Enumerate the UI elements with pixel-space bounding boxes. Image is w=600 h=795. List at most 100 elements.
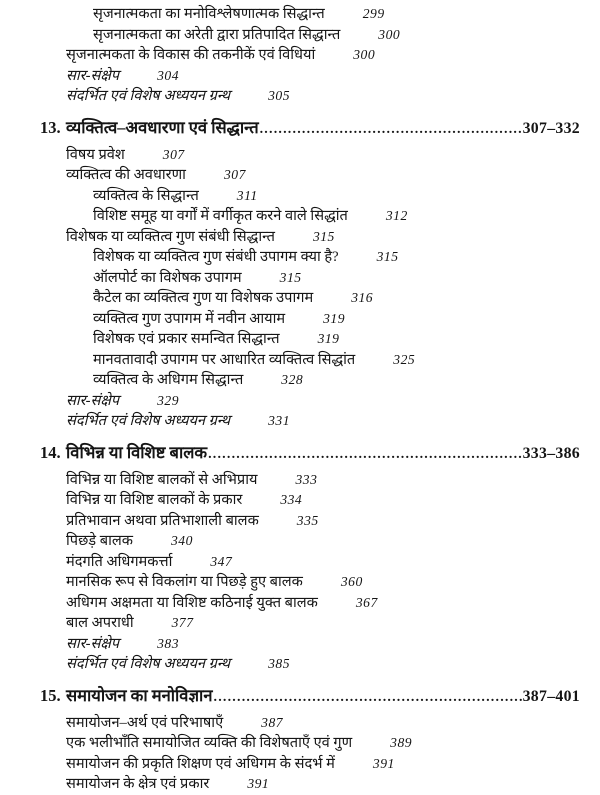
entry-title: विभिन्न या विशिष्ट बालकों के प्रकार xyxy=(66,492,243,508)
entry-title: व्यक्तित्व के अधिगम सिद्धान्त xyxy=(93,372,244,388)
toc-entry: सृजनात्मकता का मनोविश्लेषणात्मक सिद्धान्… xyxy=(40,4,580,25)
entry-page-number: 391 xyxy=(372,755,395,771)
dot-leader xyxy=(214,686,522,710)
entry-page-number: 331 xyxy=(268,413,291,428)
entry-page-number: 312 xyxy=(385,208,408,223)
toc-entry: मानसिक रूप से विकलांग या पिछड़े हुए बालक… xyxy=(40,572,580,593)
toc-entry: पिछड़े बालक 340 xyxy=(40,531,580,552)
entry-page-number: 389 xyxy=(390,735,413,750)
entry-title: विषय प्रवेश xyxy=(66,146,125,163)
entry-page-number: 387 xyxy=(261,714,284,730)
entry-title: संदर्भित एवं विशेष अध्ययन ग्रन्थ xyxy=(66,413,231,429)
entry-title: व्यक्तित्व के सिद्धान्त xyxy=(93,187,199,204)
toc-entry: विशिष्ट समूह या वर्गों में वर्गीकृत करने… xyxy=(40,206,580,227)
chapter-number: 13. xyxy=(40,117,61,137)
entry-page-number: 328 xyxy=(281,372,304,387)
toc-entry: समायोजन के क्षेत्र एवं प्रकार 391 xyxy=(40,774,580,795)
entry-page-number: 334 xyxy=(280,492,303,507)
toc-entry: अधिगम अक्षमता या विशिष्ट कठिनाई युक्त बा… xyxy=(40,593,580,614)
entry-page-number: 347 xyxy=(210,553,233,569)
entry-title: सार-संक्षेप xyxy=(66,392,120,409)
toc-entry: प्रतिभावान अथवा प्रतिभाशाली बालक 335 xyxy=(40,511,580,532)
entry-title: समायोजन के क्षेत्र एवं प्रकार xyxy=(66,776,210,792)
entry-page-number: 300 xyxy=(353,47,376,62)
entry-title: ऑलपोर्ट का विशेषक उपागम xyxy=(93,269,242,286)
toc-entry: सार-संक्षेप 304 xyxy=(40,66,580,87)
toc-entry: संदर्भित एवं विशेष अध्ययन ग्रन्थ 331 xyxy=(40,411,580,432)
entry-page-number: 315 xyxy=(376,249,399,264)
entry-title: पिछड़े बालक xyxy=(66,533,133,549)
entry-title: सृजनात्मकता के विकास की तकनीकें एवं विधि… xyxy=(66,47,316,63)
toc-entry: विभिन्न या विशिष्ट बालकों से अभिप्राय 333 xyxy=(40,470,580,491)
entry-page-number: 315 xyxy=(279,269,302,285)
entry-page-number: 360 xyxy=(340,574,363,589)
entry-title: संदर्भित एवं विशेष अध्ययन ग्रन्थ xyxy=(66,88,231,104)
toc-entry: समायोजन की प्रकृति शिक्षण एवं अधिगम के स… xyxy=(40,754,580,775)
entry-title: समायोजन की प्रकृति शिक्षण एवं अधिगम के स… xyxy=(66,755,335,772)
toc-entry: विशेषक या व्यक्तित्व गुण संबंधी उपागम क्… xyxy=(40,247,580,268)
entry-title: कैटेल का व्यक्तित्व गुण या विशेषक उपागम xyxy=(93,290,314,306)
toc-entry: व्यक्तित्व गुण उपागम में नवीन आयाम 319 xyxy=(40,309,580,330)
chapter-number: 15. xyxy=(40,685,61,705)
toc-entry: विषय प्रवेश 307 xyxy=(40,145,580,166)
toc-entry: सार-संक्षेप 329 xyxy=(40,391,580,412)
chapter-title: समायोजन का मनोविज्ञान xyxy=(66,685,213,705)
entry-title: सार-संक्षेप xyxy=(66,67,120,84)
entry-page-number: 335 xyxy=(296,512,319,528)
entry-page-number: 340 xyxy=(170,533,193,548)
toc-entry: सार-संक्षेप 383 xyxy=(40,634,580,655)
toc-entry: कैटेल का व्यक्तित्व गुण या विशेषक उपागम 3… xyxy=(40,288,580,309)
toc-entry: संदर्भित एवं विशेष अध्ययन ग्रन्थ 305 xyxy=(40,86,580,107)
toc-entry: मानवतावादी उपागम पर आधारित व्यक्तित्व सि… xyxy=(40,350,580,371)
toc-entry: सृजनात्मकता के विकास की तकनीकें एवं विधि… xyxy=(40,45,580,66)
entry-page-number: 315 xyxy=(312,228,335,244)
entry-title: विशिष्ट समूह या वर्गों में वर्गीकृत करने… xyxy=(93,208,348,224)
toc-entry: व्यक्तित्व के सिद्धान्त 311 xyxy=(40,186,580,207)
entry-page-number: 307 xyxy=(162,146,185,162)
toc-entry: सृजनात्मकता का अरेती द्वारा प्रतिपादित स… xyxy=(40,25,580,46)
entry-title: व्यक्तित्व गुण उपागम में नवीन आयाम xyxy=(93,310,286,327)
toc-entry: ऑलपोर्ट का विशेषक उपागम 315 xyxy=(40,268,580,289)
toc-entry: विभिन्न या विशिष्ट बालकों के प्रकार 334 xyxy=(40,490,580,511)
toc-entry: विशेषक या व्यक्तित्व गुण संबंधी सिद्धान्… xyxy=(40,227,580,248)
entry-page-number: 391 xyxy=(247,776,270,791)
entry-page-number: 383 xyxy=(157,635,179,651)
entry-title: एक भलीभाँति समायोजित व्यक्ति की विशेषताए… xyxy=(66,735,353,751)
toc-entry: विशेषक एवं प्रकार समन्वित सिद्धान्त 319 xyxy=(40,329,580,350)
toc-entry: मंदगति अधिगमकर्त्ता 347 xyxy=(40,552,580,573)
entry-title: सार-संक्षेप xyxy=(66,635,120,652)
dot-leader xyxy=(208,443,522,467)
toc-entry: व्यक्तित्व के अधिगम सिद्धान्त 328 xyxy=(40,370,580,391)
entry-title: विशेषक या व्यक्तित्व गुण संबंधी सिद्धान्… xyxy=(66,228,275,245)
entry-page-number: 300 xyxy=(378,26,401,42)
entry-page-number: 319 xyxy=(323,310,345,326)
entry-page-number: 329 xyxy=(157,392,179,408)
entry-page-number: 367 xyxy=(355,594,378,610)
chapter-heading: 13. व्यक्तित्व–अवधारणा एवं सिद्धान्त 307… xyxy=(40,116,580,142)
toc-entry: संदर्भित एवं विशेष अध्ययन ग्रन्थ 385 xyxy=(40,654,580,675)
entry-page-number: 299 xyxy=(362,6,385,21)
toc-page: सृजनात्मकता का मनोविश्लेषणात्मक सिद्धान्… xyxy=(0,0,600,762)
entry-title: विशेषक या व्यक्तित्व गुण संबंधी उपागम क्… xyxy=(93,249,339,265)
entry-page-number: 333 xyxy=(295,471,318,487)
entry-page-number: 311 xyxy=(236,187,258,203)
entry-title: व्यक्तित्व की अवधारणा xyxy=(66,167,186,183)
chapter-number: 14. xyxy=(40,442,61,462)
entry-title: सृजनात्मकता का अरेती द्वारा प्रतिपादित स… xyxy=(93,26,341,43)
entry-title: विभिन्न या विशिष्ट बालकों से अभिप्राय xyxy=(66,471,258,488)
chapter-page-range: 387–401 xyxy=(522,687,580,705)
entry-page-number: 316 xyxy=(351,290,374,305)
entry-page-number: 319 xyxy=(317,331,340,346)
entry-title: अधिगम अक्षमता या विशिष्ट कठिनाई युक्त बा… xyxy=(66,594,318,611)
chapter-title: व्यक्तित्व–अवधारणा एवं सिद्धान्त xyxy=(66,117,259,137)
toc-entry: बाल अपराधी 377 xyxy=(40,613,580,634)
entry-title: प्रतिभावान अथवा प्रतिभाशाली बालक xyxy=(66,512,259,529)
chapter-heading: 15. समायोजन का मनोविज्ञान 387–401 xyxy=(40,684,580,710)
entry-page-number: 304 xyxy=(157,67,179,83)
entry-page-number: 307 xyxy=(223,167,246,182)
chapter-title: विभिन्न या विशिष्ट बालक xyxy=(66,442,208,462)
chapter-page-range: 333–386 xyxy=(522,444,580,462)
toc-entry: एक भलीभाँति समायोजित व्यक्ति की विशेषताए… xyxy=(40,733,580,754)
entry-title: सृजनात्मकता का मनोविश्लेषणात्मक सिद्धान्… xyxy=(93,6,325,22)
entry-title: मानवतावादी उपागम पर आधारित व्यक्तित्व सि… xyxy=(93,351,356,368)
